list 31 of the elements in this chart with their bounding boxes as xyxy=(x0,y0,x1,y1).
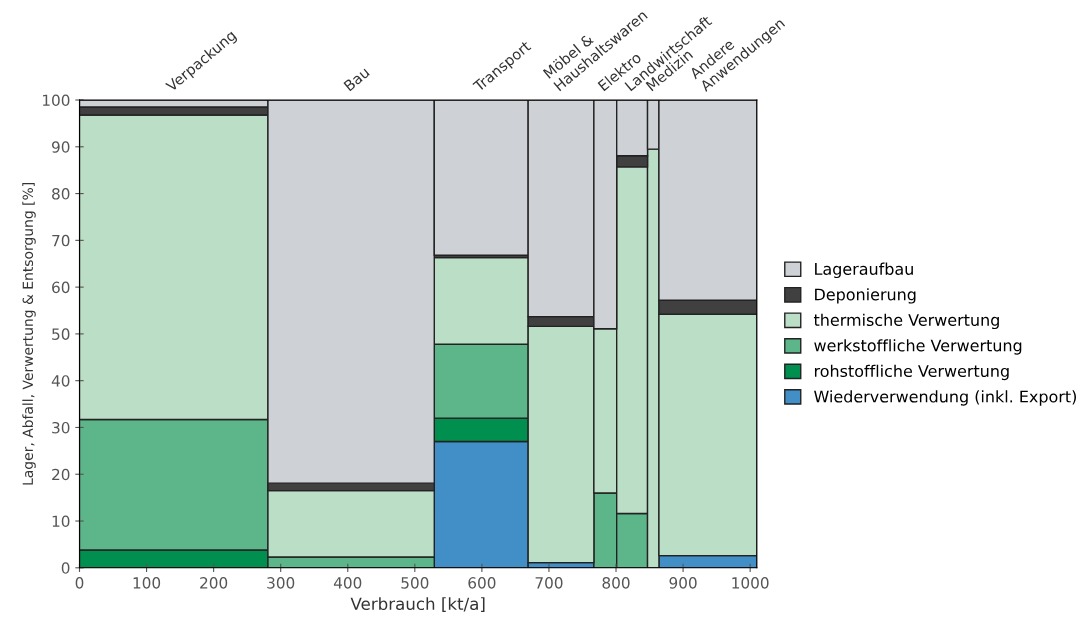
y-tick-label: 30 xyxy=(52,421,70,434)
x-tick-label: 600 xyxy=(468,577,496,589)
x-tick-label: 300 xyxy=(267,577,295,589)
x-tick-label: 800 xyxy=(602,577,630,589)
y-tick-label: 70 xyxy=(52,234,70,247)
x-axis-title: Verbrauch [kt/a] xyxy=(350,597,485,613)
y-tick-label: 10 xyxy=(52,515,70,528)
annotation: Bau xyxy=(343,66,370,92)
y-tick-label: 0 xyxy=(61,562,70,574)
x-tick-label: 500 xyxy=(401,577,429,589)
x-tick-label: 900 xyxy=(669,577,697,589)
y-tick-label: 90 xyxy=(51,141,70,153)
x-tick-label: 100 xyxy=(133,577,161,589)
x-tick-label: 200 xyxy=(200,577,228,589)
y-tick-label: 80 xyxy=(52,188,70,200)
legend-label: Deponierung xyxy=(815,288,916,304)
y-tick-label: 40 xyxy=(51,375,70,387)
x-tick-label: 400 xyxy=(333,577,362,589)
x-tick-label: 1000 xyxy=(732,577,769,589)
y-tick-label: 50 xyxy=(52,328,70,340)
y-tick-label: 20 xyxy=(52,468,70,481)
legend-label: Lageraufbau xyxy=(815,262,913,279)
x-tick-label: 700 xyxy=(535,577,563,589)
y-axis-title: Lager, Abfall, Verwertung & Entsorgung [%] xyxy=(22,183,36,485)
legend-label: thermische Verwertung xyxy=(813,313,999,330)
legend-label: werkstoffliche Verwertung xyxy=(814,339,1022,355)
x-tick-label: 0 xyxy=(75,577,84,589)
legend-label: Wiederverwendung (inkl. Export) xyxy=(814,390,1076,406)
y-tick-label: 100 xyxy=(42,94,70,107)
legend-label: rohstoffliche Verwertung xyxy=(814,364,1009,381)
y-tick-label: 60 xyxy=(52,281,70,294)
